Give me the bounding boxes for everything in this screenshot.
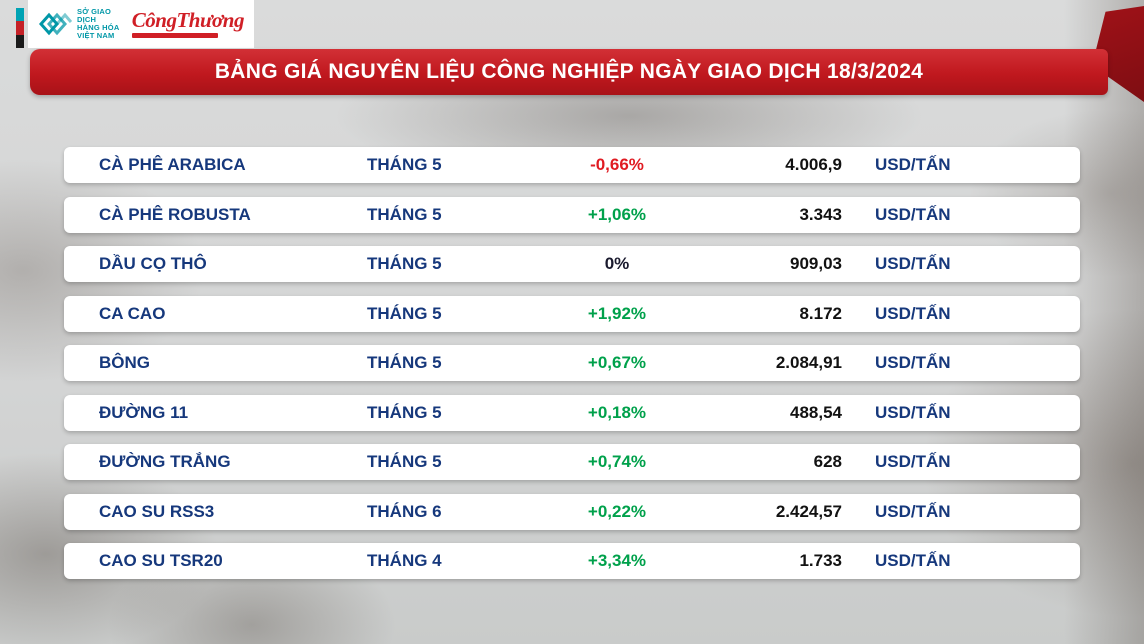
commodity-name: CÀ PHÊ ARABICA xyxy=(99,155,246,174)
change-percent: +0,67% xyxy=(587,353,647,372)
change-percent: +0,18% xyxy=(587,402,647,422)
mxv-text-line2: HÀNG HÓA xyxy=(77,23,120,32)
change-percent: +1,92% xyxy=(587,303,647,323)
price-value: 488,54 xyxy=(790,402,842,422)
commodity-name: DẦU CỌ THÔ xyxy=(99,254,207,273)
price-unit: USD/TẤN xyxy=(875,254,951,273)
change-percent: -0,66% xyxy=(590,155,644,174)
change-percent: +0,22% xyxy=(587,501,647,521)
commodity-name: CAO SU RSS3 xyxy=(99,501,215,521)
table-row: CÀ PHÊ ROBUSTA THÁNG 5 +1,06% 3.343 USD/… xyxy=(64,196,1080,233)
table-row: ĐƯỜNG TRẮNG THÁNG 5 +0,74% 628 USD/TẤN xyxy=(64,444,1080,480)
table-row: DẦU CỌ THÔ THÁNG 5 0% 909,03 USD/TẤN xyxy=(64,246,1080,282)
price-unit: USD/TẤN xyxy=(875,303,951,323)
logo-area: SỞ GIAO DỊCH HÀNG HÓA VIỆT NAM CôngThươn… xyxy=(28,0,254,48)
contract-month: THÁNG 4 xyxy=(367,551,442,570)
table-row: ĐƯỜNG 11 THÁNG 5 +0,18% 488,54 USD/TẤN xyxy=(64,394,1080,431)
price-table: CÀ PHÊ ARABICA THÁNG 5 -0,66% 4.006,9 US… xyxy=(64,147,1080,579)
commodity-name: CA CAO xyxy=(99,303,166,323)
table-row: CAO SU TSR20 THÁNG 4 +3,34% 1.733 USD/TẤ… xyxy=(64,543,1080,579)
price-unit: USD/TẤN xyxy=(875,353,951,372)
commodity-name: CAO SU TSR20 xyxy=(99,551,223,570)
commodity-name: ĐƯỜNG TRẮNG xyxy=(99,452,231,471)
contract-month: THÁNG 5 xyxy=(367,303,442,323)
title-banner: BẢNG GIÁ NGUYÊN LIỆU CÔNG NGHIỆP NGÀY GI… xyxy=(30,49,1108,95)
change-percent: +1,06% xyxy=(587,204,647,224)
mxv-text-line3: VIỆT NAM xyxy=(77,30,115,40)
price-unit: USD/TẤN xyxy=(875,551,951,570)
mxv-text-line1: SỞ GIAO DỊCH xyxy=(77,7,112,25)
price-value: 628 xyxy=(813,452,842,471)
mxv-diamonds-icon xyxy=(38,11,72,37)
contract-month: THÁNG 5 xyxy=(367,452,442,471)
change-percent: +3,34% xyxy=(587,551,647,570)
mxv-logo-text: SỞ GIAO DỊCH HÀNG HÓA VIỆT NAM xyxy=(77,8,122,40)
edge-color-bars xyxy=(16,8,24,48)
commodity-name: ĐƯỜNG 11 xyxy=(99,402,189,422)
congthuong-logo-tagline-bar xyxy=(131,33,218,38)
price-value: 909,03 xyxy=(790,254,842,273)
table-row: BÔNG THÁNG 5 +0,67% 2.084,91 USD/TẤN xyxy=(64,345,1080,381)
price-unit: USD/TẤN xyxy=(875,155,951,174)
contract-month: THÁNG 5 xyxy=(367,402,442,422)
price-value: 1.733 xyxy=(799,551,842,570)
commodity-name: BÔNG xyxy=(99,353,150,372)
contract-month: THÁNG 5 xyxy=(367,155,442,174)
change-percent: +0,74% xyxy=(587,452,647,471)
contract-month: THÁNG 5 xyxy=(367,254,442,273)
page-title: BẢNG GIÁ NGUYÊN LIỆU CÔNG NGHIỆP NGÀY GI… xyxy=(214,60,924,83)
price-value: 3.343 xyxy=(799,204,842,224)
mxv-logo: SỞ GIAO DỊCH HÀNG HÓA VIỆT NAM xyxy=(38,8,122,40)
price-unit: USD/TẤN xyxy=(875,501,951,521)
table-row: CAO SU RSS3 THÁNG 6 +0,22% 2.424,57 USD/… xyxy=(64,493,1080,530)
price-value: 2.424,57 xyxy=(775,501,842,521)
edge-bar-red xyxy=(16,21,24,35)
price-unit: USD/TẤN xyxy=(875,452,951,471)
congthuong-logo: CôngThương xyxy=(131,8,245,38)
commodity-name: CÀ PHÊ ROBUSTA xyxy=(99,204,251,224)
edge-bar-black xyxy=(16,34,24,48)
contract-month: THÁNG 6 xyxy=(367,501,442,521)
price-unit: USD/TẤN xyxy=(875,402,951,422)
price-value: 8.172 xyxy=(799,303,842,323)
contract-month: THÁNG 5 xyxy=(367,204,442,224)
edge-bar-teal xyxy=(16,8,24,22)
price-unit: USD/TẤN xyxy=(875,204,951,224)
contract-month: THÁNG 5 xyxy=(367,353,442,372)
price-value: 4.006,9 xyxy=(785,155,842,174)
table-row: CÀ PHÊ ARABICA THÁNG 5 -0,66% 4.006,9 US… xyxy=(64,147,1080,183)
price-value: 2.084,91 xyxy=(775,353,842,372)
congthuong-logo-text: CôngThương xyxy=(131,8,245,32)
table-row: CA CAO THÁNG 5 +1,92% 8.172 USD/TẤN xyxy=(64,295,1080,332)
change-percent: 0% xyxy=(604,254,630,273)
